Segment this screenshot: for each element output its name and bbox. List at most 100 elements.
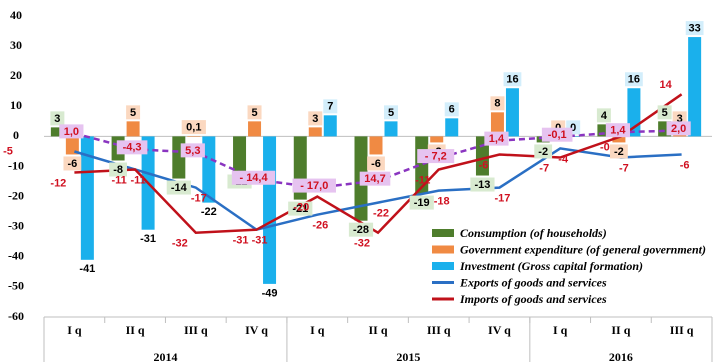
y-tick-label: 0	[13, 128, 19, 142]
data-label-government-group: 8	[490, 96, 505, 111]
data-label-consumption-bg	[409, 195, 434, 210]
data-label-imports: -11	[415, 174, 430, 186]
x-tick-label: III q	[427, 323, 451, 337]
bar-consumption	[475, 136, 489, 176]
bar-consumption	[50, 127, 64, 137]
data-label-investment-bg	[384, 105, 398, 120]
data-label-overlay-bg	[666, 121, 691, 136]
data-label-investment-group: -31	[140, 233, 156, 245]
data-label-investment-bg	[685, 21, 704, 36]
data-label-overlay-group: -4,3	[116, 140, 148, 155]
data-label-consumption-group: -8	[109, 162, 127, 177]
data-label-consumption-bg	[288, 201, 313, 216]
bar-government	[308, 127, 322, 137]
data-label-investment: 7	[327, 101, 333, 113]
data-label-government: -2	[614, 146, 624, 158]
data-label-overlay-bg	[292, 178, 336, 193]
y-tick-label: -40	[8, 249, 24, 263]
legend-label: Exports of goods and services	[459, 275, 607, 289]
data-label-government: -6	[371, 158, 381, 170]
data-label-government-group: -6	[63, 156, 82, 171]
data-label-investment: -31	[140, 233, 156, 245]
data-label-investment-bg	[444, 102, 459, 117]
data-label-imports: 14	[660, 79, 673, 91]
data-label-consumption-bg	[348, 222, 374, 237]
data-label-consumption-group: -19	[409, 195, 434, 210]
data-label-investment: 16	[506, 74, 518, 86]
data-label-imports: -32	[354, 238, 370, 250]
x-tick-label: IV q	[488, 323, 511, 337]
data-label-overlay-group: 14,7	[359, 171, 391, 186]
data-label-imports: -0	[600, 141, 610, 153]
data-label-government-group: -6	[367, 156, 385, 171]
data-label-overlay-bg	[484, 131, 509, 146]
data-label-consumption-group: -21	[288, 201, 313, 216]
data-label-consumption-group: -28	[348, 222, 374, 237]
data-label-investment-group: 7	[323, 99, 338, 114]
data-label-overlay-bg	[605, 123, 631, 138]
data-label-government-group: 3	[308, 111, 323, 126]
data-label-government: 0,1	[186, 122, 201, 134]
bar-consumption	[233, 136, 247, 173]
data-label-investment-bg	[625, 72, 643, 87]
data-label-overlay: - 14,4	[239, 172, 268, 184]
bar-consumption	[172, 136, 186, 179]
legend-label: Government expenditure (of general gover…	[460, 242, 706, 256]
data-label-consumption: -19	[414, 197, 430, 209]
data-label-consumption-group: 3	[50, 111, 65, 126]
data-label-consumption: -2	[538, 146, 548, 158]
x-tick-label: I q	[553, 323, 568, 337]
y-tick-label: -20	[8, 188, 24, 202]
data-label-overlay-bg	[231, 170, 276, 185]
data-label-government-bg	[367, 156, 385, 171]
data-label-investment: -22	[201, 206, 217, 218]
data-label-investment-group: 5	[384, 105, 398, 120]
data-label-consumption-bg	[166, 180, 191, 195]
bar-investment	[445, 118, 459, 137]
data-label-overlay-bg	[59, 124, 84, 139]
data-label-exports: -26	[312, 220, 328, 232]
data-label-government: -6	[67, 158, 77, 170]
data-label-overlay-group: - 14,4	[231, 170, 276, 185]
y-tick-label: 20	[10, 68, 22, 82]
data-label-exports: -18	[434, 195, 450, 207]
data-label-overlay-group: - 7,2	[417, 149, 455, 164]
data-label-imports: -11	[111, 174, 126, 186]
data-label-consumption-group: -14	[166, 180, 191, 195]
data-label-government-bg	[181, 120, 206, 135]
x-tick-label: I q	[67, 323, 82, 337]
data-label-consumption: -21	[292, 203, 308, 215]
data-label-overlay-bg	[116, 140, 148, 155]
data-label-overlay-bg	[541, 127, 573, 142]
bar-investment	[202, 136, 216, 203]
data-label-overlay: 2,0	[671, 123, 686, 135]
data-label-exports: -17	[495, 192, 511, 204]
data-label-imports: -12	[50, 177, 66, 189]
x-tick-label: III q	[670, 323, 694, 337]
data-label-overlay: -4,3	[123, 142, 142, 154]
bar-government	[490, 112, 504, 137]
data-label-consumption: -8	[113, 164, 123, 176]
data-label-consumption: 3	[54, 113, 60, 125]
y-tick-label: -60	[8, 309, 24, 323]
data-label-exports: -5	[3, 145, 13, 157]
data-label-consumption-bg	[534, 144, 553, 159]
data-label-overlay: - 17,0	[300, 180, 328, 192]
data-label-exports: -6	[680, 159, 690, 171]
data-label-exports: -11	[130, 174, 145, 186]
bar-government	[430, 136, 444, 143]
data-label-overlay-bg	[417, 149, 455, 164]
data-label-government: 3	[677, 113, 683, 125]
data-label-investment: -41	[79, 263, 95, 275]
data-label-government-bg	[126, 105, 141, 120]
data-label-investment: 33	[689, 22, 701, 34]
x-tick-label: I q	[310, 323, 325, 337]
data-label-exports: -7	[619, 162, 629, 174]
data-label-overlay: 1,4	[610, 125, 626, 137]
data-label-overlay: 14,7	[364, 173, 385, 185]
data-label-exports: -4	[558, 153, 569, 165]
data-label-consumption-group: 5	[657, 105, 672, 120]
data-label-investment-bg	[323, 99, 338, 114]
data-label-investment-group: 16	[625, 72, 643, 87]
data-label-investment-group: -41	[79, 263, 95, 275]
